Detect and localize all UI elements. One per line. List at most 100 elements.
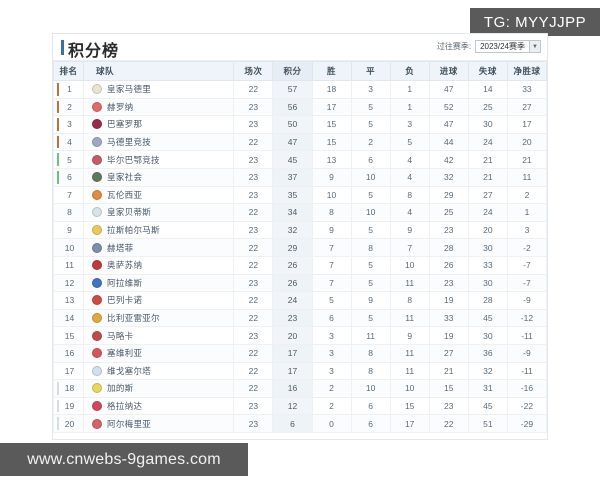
- cell-draws: 5: [350, 308, 391, 328]
- column-header-draws[interactable]: 平: [350, 61, 391, 81]
- cell-played: 23: [233, 396, 274, 416]
- table-row[interactable]: 16 塞维利亚 22 17 3 8 11 27 36 -9: [52, 343, 548, 363]
- table-row[interactable]: 1 皇家马德里 22 57 18 3 1 47 14 33: [52, 80, 548, 99]
- cell-losses: 4: [389, 150, 430, 169]
- team-name: 巴塞罗那: [107, 119, 143, 130]
- table-row[interactable]: 3 巴塞罗那 23 50 15 5 3 47 30 17: [52, 115, 548, 134]
- column-header-goals-for[interactable]: 进球: [428, 61, 469, 81]
- table-row[interactable]: 10 赫塔菲 22 29 7 8 7 28 30 -2: [52, 238, 548, 257]
- column-header-losses[interactable]: 负: [389, 61, 430, 81]
- table-row[interactable]: 12 阿拉维斯 23 26 7 5 11 23 30 -7: [52, 273, 548, 293]
- cell-draws: 5: [350, 255, 391, 275]
- cell-played: 22: [233, 132, 274, 152]
- team-name: 马德里竞技: [107, 137, 152, 148]
- cell-team[interactable]: 巴塞罗那: [83, 115, 235, 134]
- cell-rank: 8: [52, 203, 85, 222]
- column-header-wins[interactable]: 胜: [311, 61, 352, 81]
- cell-draws: 5: [350, 185, 391, 205]
- table-row[interactable]: 19 格拉纳达 23 12 2 6 15 23 45 -22: [52, 396, 548, 416]
- table-row[interactable]: 14 比利亚雷亚尔 22 23 6 5 11 33 45 -12: [52, 308, 548, 328]
- season-dropdown[interactable]: 2023/24赛季 ▼: [475, 40, 541, 53]
- zone-indicator-champions: [57, 118, 59, 131]
- cell-rank: 19: [52, 396, 85, 416]
- cell-goals-for: 23: [428, 273, 469, 293]
- column-header-team[interactable]: 球队: [83, 61, 235, 81]
- cell-wins: 15: [311, 115, 352, 134]
- cell-draws: 6: [350, 414, 391, 433]
- chevron-down-icon[interactable]: ▼: [529, 41, 540, 52]
- team-cell: 格拉纳达: [92, 400, 233, 412]
- column-header-goals-against[interactable]: 失球: [467, 61, 508, 81]
- team-name: 阿拉维斯: [107, 277, 143, 288]
- cell-team[interactable]: 赫罗纳: [83, 97, 235, 117]
- cell-team[interactable]: 瓦伦西亚: [83, 185, 235, 205]
- table-row[interactable]: 17 维戈塞尔塔 22 17 3 8 11 21 32 -11: [52, 361, 548, 381]
- cell-team[interactable]: 皇家社会: [83, 167, 235, 187]
- table-row[interactable]: 15 马略卡 23 20 3 11 9 19 30 -11: [52, 326, 548, 345]
- column-header-rank[interactable]: 排名: [52, 61, 85, 81]
- team-cell: 阿尔梅里亚: [92, 418, 233, 430]
- team-name: 比利亚雷亚尔: [107, 313, 160, 324]
- cell-goal-diff: -9: [506, 291, 548, 310]
- team-cell: 皇家社会: [92, 171, 233, 183]
- cell-goals-against: 25: [467, 97, 508, 117]
- team-crest-icon: [92, 242, 103, 253]
- site-watermark: www.cnwebs-9games.com: [0, 443, 248, 476]
- cell-team[interactable]: 维戈塞尔塔: [83, 361, 235, 381]
- team-name: 马略卡: [107, 330, 134, 341]
- table-row[interactable]: 9 拉斯帕尔马斯 23 32 9 5 9 23 20 3: [52, 220, 548, 240]
- cell-team[interactable]: 加的斯: [83, 379, 235, 398]
- cell-points: 26: [272, 255, 313, 275]
- table-row[interactable]: 4 马德里竞技 22 47 15 2 5 44 24 20: [52, 132, 548, 152]
- season-selector[interactable]: 过往赛季: 2023/24赛季 ▼: [437, 40, 541, 53]
- cell-team[interactable]: 毕尔巴鄂竞技: [83, 150, 235, 169]
- table-row[interactable]: 11 奥萨苏纳 22 26 7 5 10 26 33 -7: [52, 255, 548, 275]
- cell-losses: 4: [389, 167, 430, 187]
- cell-rank: 1: [52, 80, 85, 99]
- cell-wins: 6: [311, 308, 352, 328]
- cell-team[interactable]: 拉斯帕尔马斯: [83, 220, 235, 240]
- cell-played: 23: [233, 220, 274, 240]
- cell-team[interactable]: 马略卡: [83, 326, 235, 345]
- cell-goals-for: 33: [428, 308, 469, 328]
- cell-goals-against: 30: [467, 238, 508, 257]
- cell-team[interactable]: 皇家贝蒂斯: [83, 203, 235, 222]
- column-header-played[interactable]: 场次: [233, 61, 274, 81]
- table-row[interactable]: 8 皇家贝蒂斯 22 34 8 10 4 25 24 1: [52, 203, 548, 222]
- cell-wins: 3: [311, 326, 352, 345]
- cell-points: 23: [272, 308, 313, 328]
- cell-points: 12: [272, 396, 313, 416]
- cell-team[interactable]: 皇家马德里: [83, 80, 235, 99]
- cell-wins: 5: [311, 291, 352, 310]
- cell-team[interactable]: 赫塔菲: [83, 238, 235, 257]
- cell-team[interactable]: 格拉纳达: [83, 396, 235, 416]
- cell-team[interactable]: 阿尔梅里亚: [83, 414, 235, 433]
- table-row[interactable]: 13 巴列卡诺 22 24 5 9 8 19 28 -9: [52, 291, 548, 310]
- cell-team[interactable]: 塞维利亚: [83, 343, 235, 363]
- rank-number: 16: [64, 348, 75, 359]
- team-crest-icon: [92, 295, 103, 306]
- cell-wins: 0: [311, 414, 352, 433]
- cell-team[interactable]: 阿拉维斯: [83, 273, 235, 293]
- cell-losses: 10: [389, 255, 430, 275]
- cell-team[interactable]: 巴列卡诺: [83, 291, 235, 310]
- cell-goals-against: 24: [467, 132, 508, 152]
- cell-team[interactable]: 奥萨苏纳: [83, 255, 235, 275]
- cell-draws: 5: [350, 115, 391, 134]
- column-header-goal-diff[interactable]: 净胜球: [506, 61, 548, 81]
- cell-goal-diff: -22: [506, 396, 548, 416]
- cell-team[interactable]: 马德里竞技: [83, 132, 235, 152]
- table-row[interactable]: 20 阿尔梅里亚 23 6 0 6 17 22 51 -29: [52, 414, 548, 433]
- rank-number: 20: [64, 418, 75, 429]
- cell-team[interactable]: 比利亚雷亚尔: [83, 308, 235, 328]
- table-row[interactable]: 6 皇家社会 23 37 9 10 4 32 21 11: [52, 167, 548, 187]
- cell-wins: 3: [311, 343, 352, 363]
- cell-points: 47: [272, 132, 313, 152]
- table-row[interactable]: 18 加的斯 22 16 2 10 10 15 31 -16: [52, 379, 548, 398]
- team-name: 加的斯: [107, 383, 134, 394]
- table-row[interactable]: 5 毕尔巴鄂竞技 23 45 13 6 4 42 21 21: [52, 150, 548, 169]
- table-row[interactable]: 7 瓦伦西亚 23 35 10 5 8 29 27 2: [52, 185, 548, 205]
- table-row[interactable]: 2 赫罗纳 23 56 17 5 1 52 25 27: [52, 97, 548, 117]
- cell-points: 45: [272, 150, 313, 169]
- column-header-points[interactable]: 积分: [272, 61, 313, 81]
